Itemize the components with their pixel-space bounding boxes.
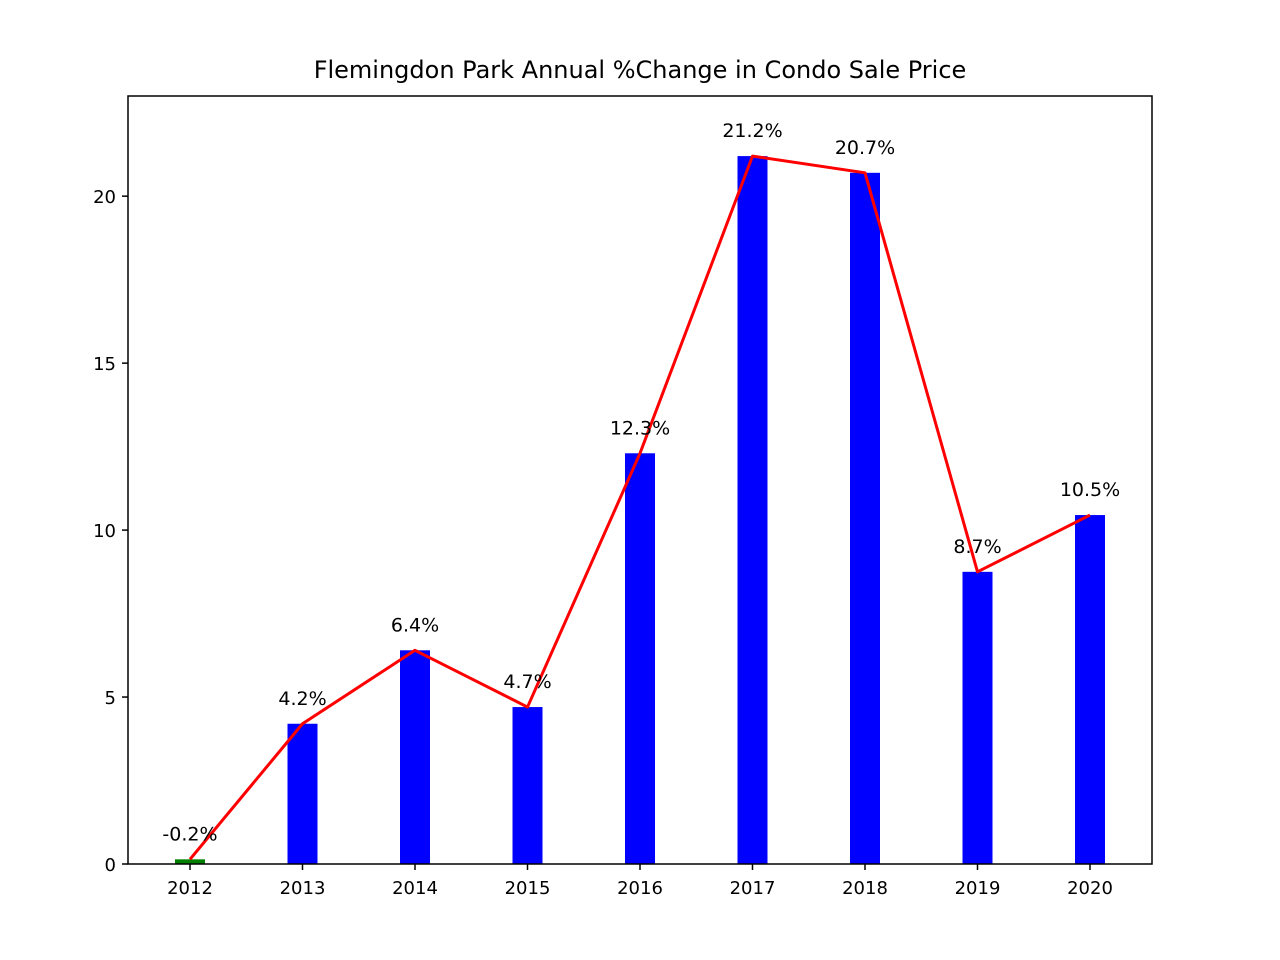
bar-2014 <box>400 650 430 864</box>
data-label-2017: 21.2% <box>722 120 782 142</box>
x-tick-label-2018: 2018 <box>842 878 888 899</box>
x-tick-label-2012: 2012 <box>167 878 213 899</box>
bar-2020 <box>1075 515 1105 864</box>
data-label-2020: 10.5% <box>1060 479 1120 501</box>
trend-line-layer <box>188 154 1091 861</box>
y-tick-label-15: 15 <box>93 354 116 375</box>
bar-2018 <box>850 172 880 865</box>
y-tick-label-10: 10 <box>93 521 116 542</box>
x-tick-label-2016: 2016 <box>617 878 663 899</box>
data-label-2016: 12.3% <box>610 417 670 439</box>
trend-line <box>188 154 1091 861</box>
data-label-2019: 8.7% <box>953 536 1001 558</box>
y-tick-label-0: 0 <box>105 855 116 876</box>
chart-title: Flemingdon Park Annual %Change in Condo … <box>314 56 967 84</box>
x-tick-label-2019: 2019 <box>955 878 1001 899</box>
data-label-2014: 6.4% <box>391 614 439 636</box>
data-label-2013: 4.2% <box>278 688 326 710</box>
y-tick-label-5: 5 <box>105 688 116 709</box>
data-label-2012: -0.2% <box>162 823 217 845</box>
bar-2013 <box>287 723 318 864</box>
bar-2012 <box>175 859 205 864</box>
data-label-2018: 20.7% <box>835 137 895 159</box>
x-tick-label-2014: 2014 <box>392 878 438 899</box>
x-axis-ticks: 2012 2013 2014 2015 2016 2017 2018 2019 2020 <box>167 864 1113 899</box>
bar-2016 <box>625 453 655 864</box>
bars <box>175 156 1105 865</box>
bar-2015 <box>512 707 543 864</box>
data-label-2015: 4.7% <box>503 671 551 693</box>
y-axis-ticks: 0 5 10 15 20 <box>93 187 128 876</box>
x-tick-label-2015: 2015 <box>505 878 551 899</box>
y-tick-label-20: 20 <box>93 187 116 208</box>
x-tick-label-2020: 2020 <box>1067 878 1113 899</box>
bar-2019 <box>962 571 993 864</box>
x-tick-label-2017: 2017 <box>730 878 776 899</box>
data-labels: -0.2% 4.2% 6.4% 4.7% 12.3% 21.2% 20.7% 8.7% 10.5… <box>162 120 1120 845</box>
x-tick-label-2013: 2013 <box>280 878 326 899</box>
bar-2017 <box>737 156 768 864</box>
